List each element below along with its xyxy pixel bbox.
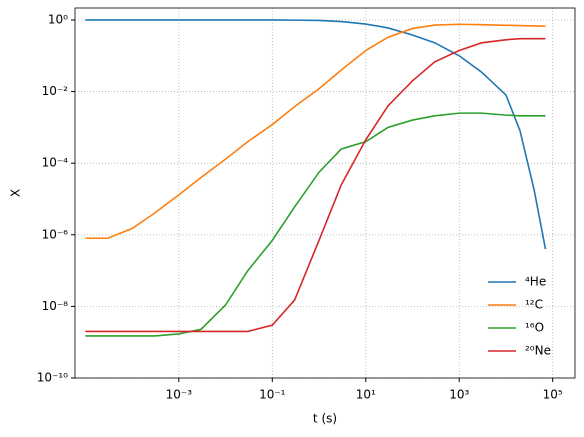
x-axis-label: t (s) — [313, 412, 337, 426]
legend-label: ¹²C — [525, 298, 543, 312]
y-tick-label: 10⁻⁶ — [42, 227, 69, 241]
x-tick-label: 10⁻¹ — [259, 388, 286, 402]
series-line — [85, 37, 546, 333]
legend-label: ¹⁶O — [525, 321, 544, 335]
x-tick-label: 10³ — [449, 388, 469, 402]
series-line — [85, 19, 547, 250]
legend-label: ⁴He — [525, 275, 546, 289]
plot-frame — [74, 7, 576, 379]
x-tick-label: 10¹ — [356, 388, 376, 402]
series-line — [85, 23, 546, 240]
x-tick-label: 10⁵ — [543, 388, 563, 402]
x-tick-label: 10⁻³ — [166, 388, 193, 402]
y-tick-label: 10⁻⁴ — [42, 156, 69, 170]
y-tick-label: 10⁻¹⁰ — [37, 371, 68, 385]
y-tick-label: 10⁰ — [48, 12, 68, 26]
y-tick-label: 10⁻² — [42, 84, 69, 98]
legend-label: ²⁰Ne — [525, 344, 551, 358]
y-tick-label: 10⁻⁸ — [42, 299, 69, 313]
y-axis-label: X — [9, 189, 23, 197]
series-line — [85, 112, 546, 337]
